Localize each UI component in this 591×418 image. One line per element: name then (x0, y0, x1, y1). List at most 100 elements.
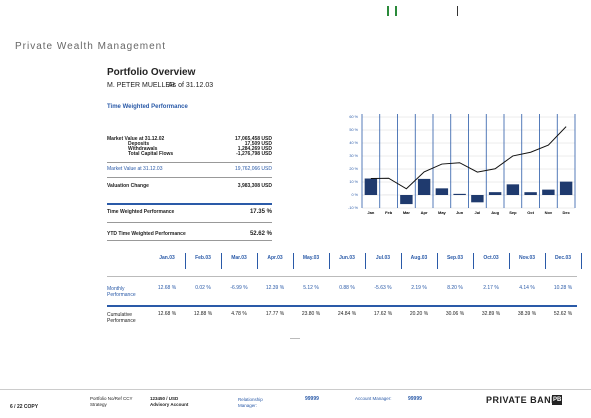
column-divider (545, 253, 546, 269)
cell: 30.06 % (445, 311, 465, 317)
y-tick-label: 40 % (349, 141, 358, 145)
bar (559, 181, 573, 195)
cell: 24.84 % (337, 311, 357, 317)
column-header: Jan.03 (159, 255, 175, 261)
header-title: Private Wealth Management (15, 41, 166, 52)
column-divider (185, 253, 186, 269)
cell: 8.20 % (447, 285, 463, 291)
column-divider (509, 253, 510, 269)
footer-label: Account Manager: (355, 396, 392, 401)
column-header: Apr.03 (267, 255, 283, 261)
cell: 12.88 % (193, 311, 213, 317)
column-divider (437, 253, 438, 269)
x-tick-label: Dec (562, 210, 570, 215)
rule (107, 276, 577, 277)
column-header: Feb.03 (195, 255, 211, 261)
x-tick-label: Jun (456, 210, 464, 215)
row-label: Cumulative Performance (107, 312, 136, 324)
column-divider (221, 253, 222, 269)
row-label: Monthly Performance (107, 286, 136, 298)
cell: -5.63 % (374, 285, 392, 291)
summary-label: Withdrawals (128, 146, 158, 152)
scan-mark (387, 6, 389, 16)
scan-mark (457, 6, 458, 16)
summary-label: Total Capital Flows (128, 151, 174, 157)
bar (364, 178, 378, 195)
column-header: Aug.03 (410, 255, 428, 261)
bar (453, 193, 466, 195)
cell: 0.02 % (195, 285, 211, 291)
column-divider (293, 253, 294, 269)
rule (107, 305, 577, 307)
brand: PRIVATE BANK (486, 395, 559, 405)
summary-label: Time Weighted Performance (107, 209, 175, 215)
column-divider (581, 253, 582, 269)
footer-value: Advisory Account (150, 402, 189, 407)
column-header: Jun.03 (339, 255, 355, 261)
cell: 20.20 % (409, 311, 429, 317)
summary-label: Market Value at 31.12.02 (107, 136, 165, 142)
cell: 12.68 % (157, 311, 177, 317)
line (370, 126, 567, 190)
rule (290, 338, 300, 339)
bar (488, 192, 502, 195)
column-divider (257, 253, 258, 269)
bar (524, 192, 537, 195)
brand-logo: PB (552, 395, 563, 405)
column-header: Mar.03 (231, 255, 247, 261)
x-tick-label: Mar (403, 210, 411, 215)
x-tick-label: Jul (474, 210, 480, 215)
as-of-date: As of 31.12.03 (168, 82, 214, 89)
x-tick-label: Nov (545, 210, 553, 215)
cell: 23.80 % (301, 311, 321, 317)
cell: 17.77 % (265, 311, 285, 317)
bar (542, 189, 555, 195)
footer-value: 99999 (408, 396, 422, 402)
footer-label: Portfolio No/Ref CCY (90, 396, 133, 401)
column-divider (401, 253, 402, 269)
summary-value: 17.35 % (249, 209, 272, 215)
y-tick-label: 20 % (349, 167, 358, 171)
x-tick-label: Feb (385, 210, 393, 215)
cell: 12.68 % (157, 285, 177, 291)
column-header: Nov.03 (518, 255, 536, 261)
x-tick-label: Oct (527, 210, 534, 215)
section-title: Time Weighted Performance (107, 104, 188, 110)
y-tick-label: 10 % (349, 180, 358, 184)
cell: 38.39 % (517, 311, 537, 317)
column-header: Oct.03 (483, 255, 499, 261)
cell: 2.19 % (411, 285, 427, 291)
summary-value: 17,509 USD (244, 141, 272, 147)
cell: 5.12 % (303, 285, 319, 291)
cell: 32.89 % (481, 311, 501, 317)
summary-label: Deposits (128, 141, 150, 147)
bar (417, 178, 431, 195)
cell: 17.62 % (373, 311, 393, 317)
page-number: 6 / 22 COPY (10, 404, 39, 410)
bar (471, 195, 484, 203)
rule (107, 203, 272, 205)
rule (0, 389, 591, 390)
column-header: May.03 (302, 255, 320, 261)
column-divider (329, 253, 330, 269)
cell: 52.62 % (553, 311, 573, 317)
y-tick-label: 50 % (349, 128, 358, 132)
client-name: M. PETER MUELLER (107, 82, 176, 89)
x-tick-label: May (438, 210, 447, 215)
scan-mark (395, 6, 397, 16)
y-tick-label: 0 % (351, 193, 358, 197)
cell: 2.17 % (483, 285, 499, 291)
rule (107, 222, 272, 223)
bar (400, 195, 413, 205)
x-tick-label: Aug (491, 210, 499, 215)
summary-value: 52.62 % (249, 231, 272, 237)
y-tick-label: 30 % (349, 154, 358, 158)
summary-value: 3,983,308 USD (237, 183, 272, 189)
rule (107, 240, 272, 241)
summary-value: 19,762,066 USD (235, 166, 272, 172)
summary-label: YTD Time Weighted Performance (107, 231, 186, 237)
summary-value: 1,284,269 USD (237, 146, 272, 152)
footer-value: 123450 / USD (150, 396, 179, 401)
